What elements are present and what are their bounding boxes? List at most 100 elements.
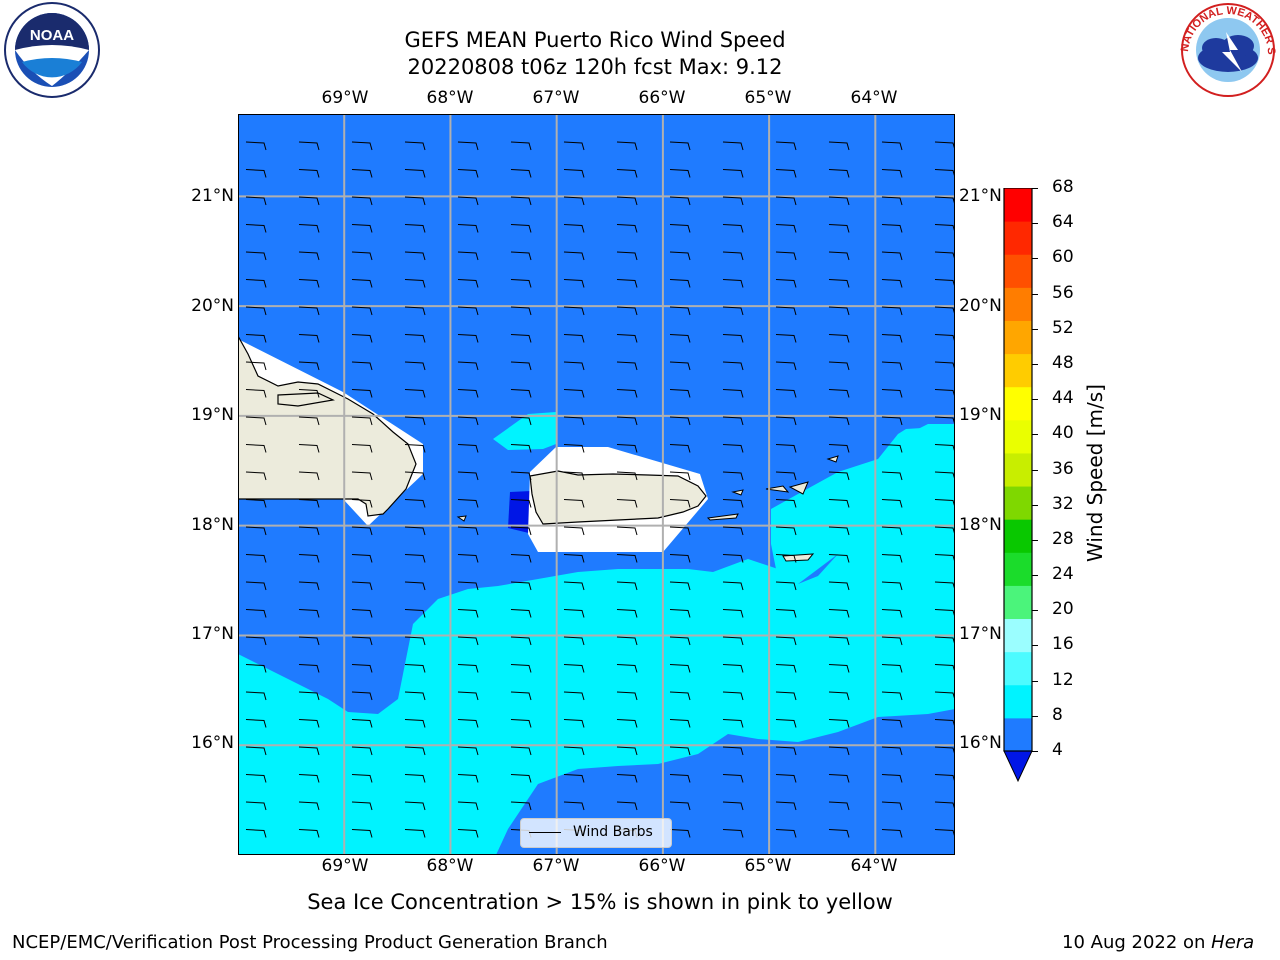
- wind-barb: [298, 636, 320, 646]
- wind-barb: [669, 141, 691, 151]
- wind-barb: [722, 224, 744, 233]
- wind-barb: [669, 719, 691, 728]
- wind-barb: [563, 664, 585, 673]
- wind-barb: [616, 499, 638, 508]
- wind-barb: [457, 334, 479, 343]
- wind-barb: [775, 444, 797, 453]
- svg-text:NOAA: NOAA: [30, 27, 74, 44]
- wind-barb: [775, 279, 797, 288]
- wind-barb: [404, 306, 426, 316]
- wind-barb: [722, 801, 744, 811]
- colorbar-tick-label: 68: [1052, 177, 1074, 197]
- wind-barb: [616, 471, 638, 481]
- wind-barb: [669, 306, 691, 316]
- wind-barb: [298, 141, 320, 151]
- wind-barb: [722, 554, 744, 563]
- wind-barb: [616, 224, 638, 233]
- wind-barb: [245, 829, 267, 838]
- colorbar-segment: [1004, 353, 1032, 388]
- wind-barb: [616, 389, 638, 398]
- colorbar-tick: [1032, 328, 1038, 330]
- wind-barb: [351, 526, 373, 536]
- wind-barb: [563, 444, 585, 453]
- wind-barb: [298, 581, 320, 591]
- wind-barb: [404, 196, 426, 206]
- wind-barb: [404, 719, 426, 728]
- wind-barb: [245, 169, 267, 178]
- wind-barb: [351, 361, 373, 371]
- wind-barb: [828, 334, 850, 343]
- colorbar-tick: [1032, 575, 1038, 577]
- wind-barb: [245, 581, 267, 591]
- wind-barb: [722, 416, 744, 426]
- wind-barb: [510, 581, 532, 591]
- colorbar-tick: [1032, 188, 1038, 189]
- wind-barb: [510, 334, 532, 343]
- lat-label-left: 20°N: [191, 296, 234, 316]
- wind-barb: [669, 829, 691, 838]
- footer-right: 10 Aug 2022 on Hera: [1062, 932, 1254, 953]
- lat-label-right: 17°N: [959, 624, 1002, 644]
- colorbar-tick: [1032, 399, 1038, 401]
- wind-barb: [510, 279, 532, 288]
- wind-barb: [881, 609, 903, 618]
- wind-barb: [457, 581, 479, 591]
- wind-barb: [298, 471, 320, 481]
- wind-barb: [881, 526, 903, 536]
- wind-barb: [669, 334, 691, 343]
- wind-barb: [775, 581, 797, 591]
- lon-label-bottom: 69°W: [321, 856, 369, 876]
- map-frame: [238, 114, 955, 855]
- wind-barb: [457, 224, 479, 233]
- wind-barb: [351, 196, 373, 206]
- wind-barb: [298, 444, 320, 453]
- footer-date: 10 Aug 2022 on: [1062, 932, 1212, 953]
- wind-barb: [881, 306, 903, 316]
- colorbar-tick-label: 44: [1052, 388, 1074, 409]
- wind-barb: [245, 196, 267, 206]
- colorbar-tick-label: 24: [1052, 564, 1074, 585]
- wind-barb: [510, 774, 532, 783]
- wind-barb: [881, 196, 903, 206]
- wind-barb: [881, 554, 903, 563]
- wind-barb: [510, 416, 532, 426]
- wind-barb: [510, 719, 532, 728]
- wind-barb: [245, 416, 267, 426]
- wind-barb: [828, 169, 850, 178]
- wind-barb: [616, 334, 638, 343]
- wind-barb: [775, 334, 797, 343]
- wind-barb: [722, 636, 744, 646]
- wind-barb: [298, 691, 320, 701]
- wind-barb: [669, 774, 691, 783]
- wind-barb: [563, 609, 585, 618]
- wind-barb: [245, 664, 267, 673]
- wind-barb: [828, 306, 850, 316]
- wind-barb: [881, 279, 903, 288]
- wind-barb: [245, 526, 267, 536]
- wind-barb: [828, 691, 850, 701]
- wind-barb: [510, 746, 532, 756]
- wind-speed-map: [237, 114, 956, 855]
- wind-barb: [669, 664, 691, 673]
- wind-barb: [510, 554, 532, 563]
- wind-barb: [351, 499, 373, 508]
- hispaniola-inner-coast: [277, 392, 335, 407]
- colorbar-segment: [1004, 452, 1032, 487]
- wind-barb: [722, 169, 744, 178]
- wind-barb: [510, 169, 532, 178]
- wind-barb: [616, 609, 638, 618]
- wind-barb: [828, 361, 850, 371]
- wind-barb: [775, 389, 797, 398]
- wind-barb: [510, 499, 532, 508]
- wind-barb: [722, 499, 744, 508]
- wind-barb: [510, 361, 532, 371]
- wind-barb: [616, 169, 638, 178]
- wind-barb: [881, 664, 903, 673]
- wind-barb: [669, 169, 691, 178]
- wind-barb: [298, 664, 320, 673]
- colorbar-tick-label: 64: [1052, 212, 1074, 233]
- wind-barb: [722, 581, 744, 591]
- lat-label-left: 21°N: [191, 186, 234, 206]
- lat-label-left: 17°N: [191, 624, 234, 644]
- lat-label-right: 19°N: [959, 405, 1002, 425]
